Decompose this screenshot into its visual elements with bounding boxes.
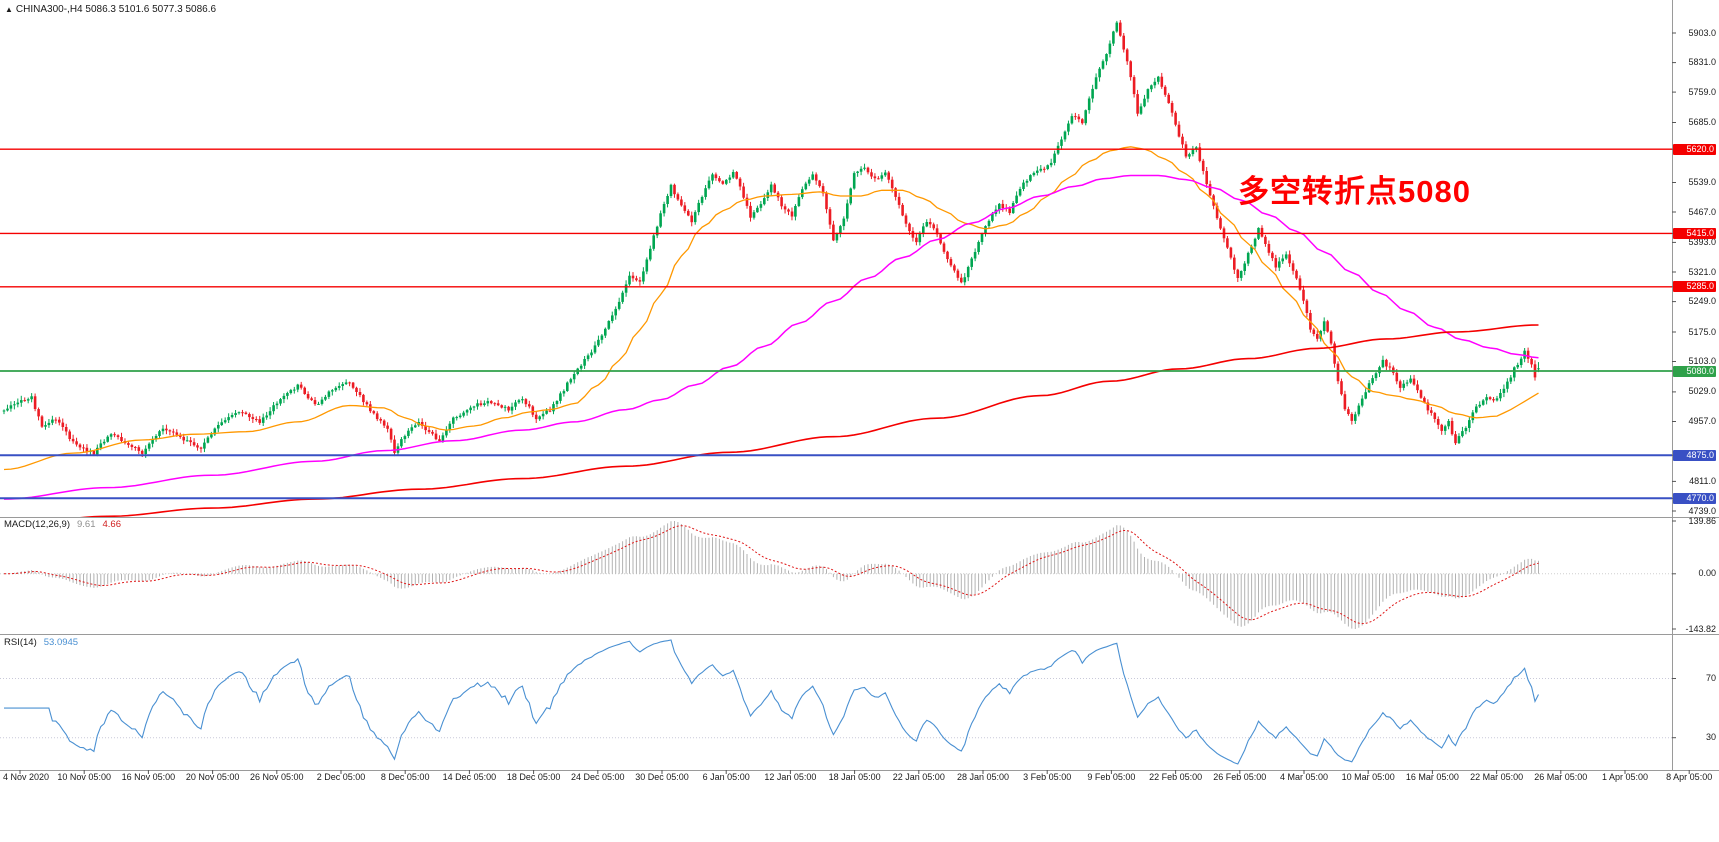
time-axis-label: 26 Mar 05:00 (1534, 772, 1588, 782)
time-axis-label: 26 Feb 05:00 (1213, 772, 1267, 782)
price-axis-label-highlighted: 5080.0 (1673, 365, 1716, 377)
price-axis-label: 5103.0 (1688, 356, 1716, 366)
time-axis-label: 24 Dec 05:00 (571, 772, 625, 782)
price-axis-label-highlighted: 5620.0 (1673, 143, 1716, 155)
price-axis-label: 4957.0 (1688, 416, 1716, 426)
time-axis-label: 16 Mar 05:00 (1405, 772, 1459, 782)
price-axis-label: 5467.0 (1688, 206, 1716, 217)
price-axis-label: 5685.0 (1688, 117, 1716, 127)
time-axis-label: 2 Dec 05:00 (316, 772, 366, 782)
macd-name: MACD(12,26,9) (4, 519, 70, 530)
price-axis-label: 5759.0 (1688, 86, 1716, 97)
price-axis-label: 4811.0 (1689, 475, 1716, 486)
time-axis-label: 8 Dec 05:00 (380, 772, 430, 782)
price-axis-label-highlighted: 5415.0 (1673, 227, 1716, 239)
price-axis-label: 5029.0 (1688, 386, 1716, 397)
price-axis-label: 5321.0 (1688, 266, 1716, 277)
macd-scale-label: -143.82 (1685, 623, 1716, 634)
rsi-name: RSI(14) (4, 637, 37, 648)
price-axis-label: 5539.0 (1688, 177, 1716, 187)
time-axis-label: 10 Nov 05:00 (57, 772, 111, 782)
time-axis-label: 4 Mar 05:00 (1279, 772, 1329, 782)
price-axis[interactable]: 5903.0 5831.0 5759.0 5685.0 5539.0 5467.0 5393… (1672, 0, 1719, 770)
symbol-arrow-icon: ▲ (5, 5, 13, 14)
time-axis-label: 18 Jan 05:00 (828, 772, 881, 782)
time-axis[interactable]: 4 Nov 2020 10 Nov 05:00 16 Nov 05:00 20 Nov… (0, 771, 1719, 787)
time-axis-label: 22 Mar 05:00 (1470, 772, 1524, 782)
price-axis-label-highlighted: 5285.0 (1673, 281, 1716, 293)
time-axis-label: 28 Jan 05:00 (956, 772, 1010, 782)
time-axis-label: 14 Dec 05:00 (442, 772, 497, 782)
symbol-ohlc-text: CHINA300-,H4 5086.3 5101.6 5077.3 5086.6 (15, 4, 217, 15)
price-axis-label: 4739.0 (1688, 505, 1716, 516)
macd-signal-value: 4.66 (102, 519, 122, 530)
macd-scale-axis[interactable]: 139.86 0.00 -143.82 (1672, 0, 1719, 770)
macd-scale-label: 0.00 (1698, 568, 1716, 579)
price-axis-label: 5393.0 (1688, 236, 1716, 247)
macd-indicator-label: MACD(12,26,9) 9.61 4.66 (4, 519, 121, 530)
time-axis-label: 4 Nov 2020 (3, 772, 50, 782)
annotation-text: 多空转折点5080 (1238, 174, 1471, 209)
rsi-value: 53.0945 (43, 637, 79, 648)
time-axis-label: 8 Apr 05:00 (1666, 772, 1713, 782)
price-axis-label: 5831.0 (1688, 57, 1716, 68)
symbol-info-bar: ▲ CHINA300-,H4 5086.3 5101.6 5077.3 5086.… (5, 4, 216, 15)
time-axis-label: 12 Jan 05:00 (764, 772, 817, 782)
time-axis-label: 22 Jan 05:00 (892, 772, 945, 782)
time-axis-label: 3 Feb 05:00 (1023, 772, 1072, 782)
time-axis-label: 18 Dec 05:00 (506, 772, 561, 782)
time-axis-label: 16 Nov 05:00 (121, 772, 176, 782)
time-axis-label: 22 Feb 05:00 (1149, 772, 1203, 782)
rsi-level-label: 70 (1705, 673, 1716, 683)
price-axis-label-highlighted: 4875.0 (1673, 449, 1716, 461)
time-axis-label: 20 Nov 05:00 (185, 772, 240, 782)
time-axis-label: 26 Nov 05:00 (250, 772, 304, 782)
time-axis-label: 9 Feb 05:00 (1087, 772, 1136, 782)
macd-main-value: 9.61 (77, 519, 96, 530)
price-axis-label: 5903.0 (1688, 27, 1716, 38)
rsi-level-label: 30 (1705, 732, 1716, 743)
time-axis-label: 1 Apr 05:00 (1601, 772, 1649, 782)
time-axis-label: 10 Mar 05:00 (1341, 772, 1395, 782)
time-axis-label: 30 Dec 05:00 (635, 772, 689, 782)
time-axis-label: 6 Jan 05:00 (702, 772, 750, 782)
price-axis-label-highlighted: 4770.0 (1673, 492, 1716, 504)
price-axis-label: 5175.0 (1688, 326, 1716, 337)
rsi-indicator-label: RSI(14) 53.0945 (4, 637, 78, 648)
rsi-scale-axis[interactable]: 70 30 (1672, 0, 1719, 770)
macd-scale-label: 139.86 (1688, 515, 1716, 526)
price-axis-label: 5249.0 (1688, 296, 1716, 307)
